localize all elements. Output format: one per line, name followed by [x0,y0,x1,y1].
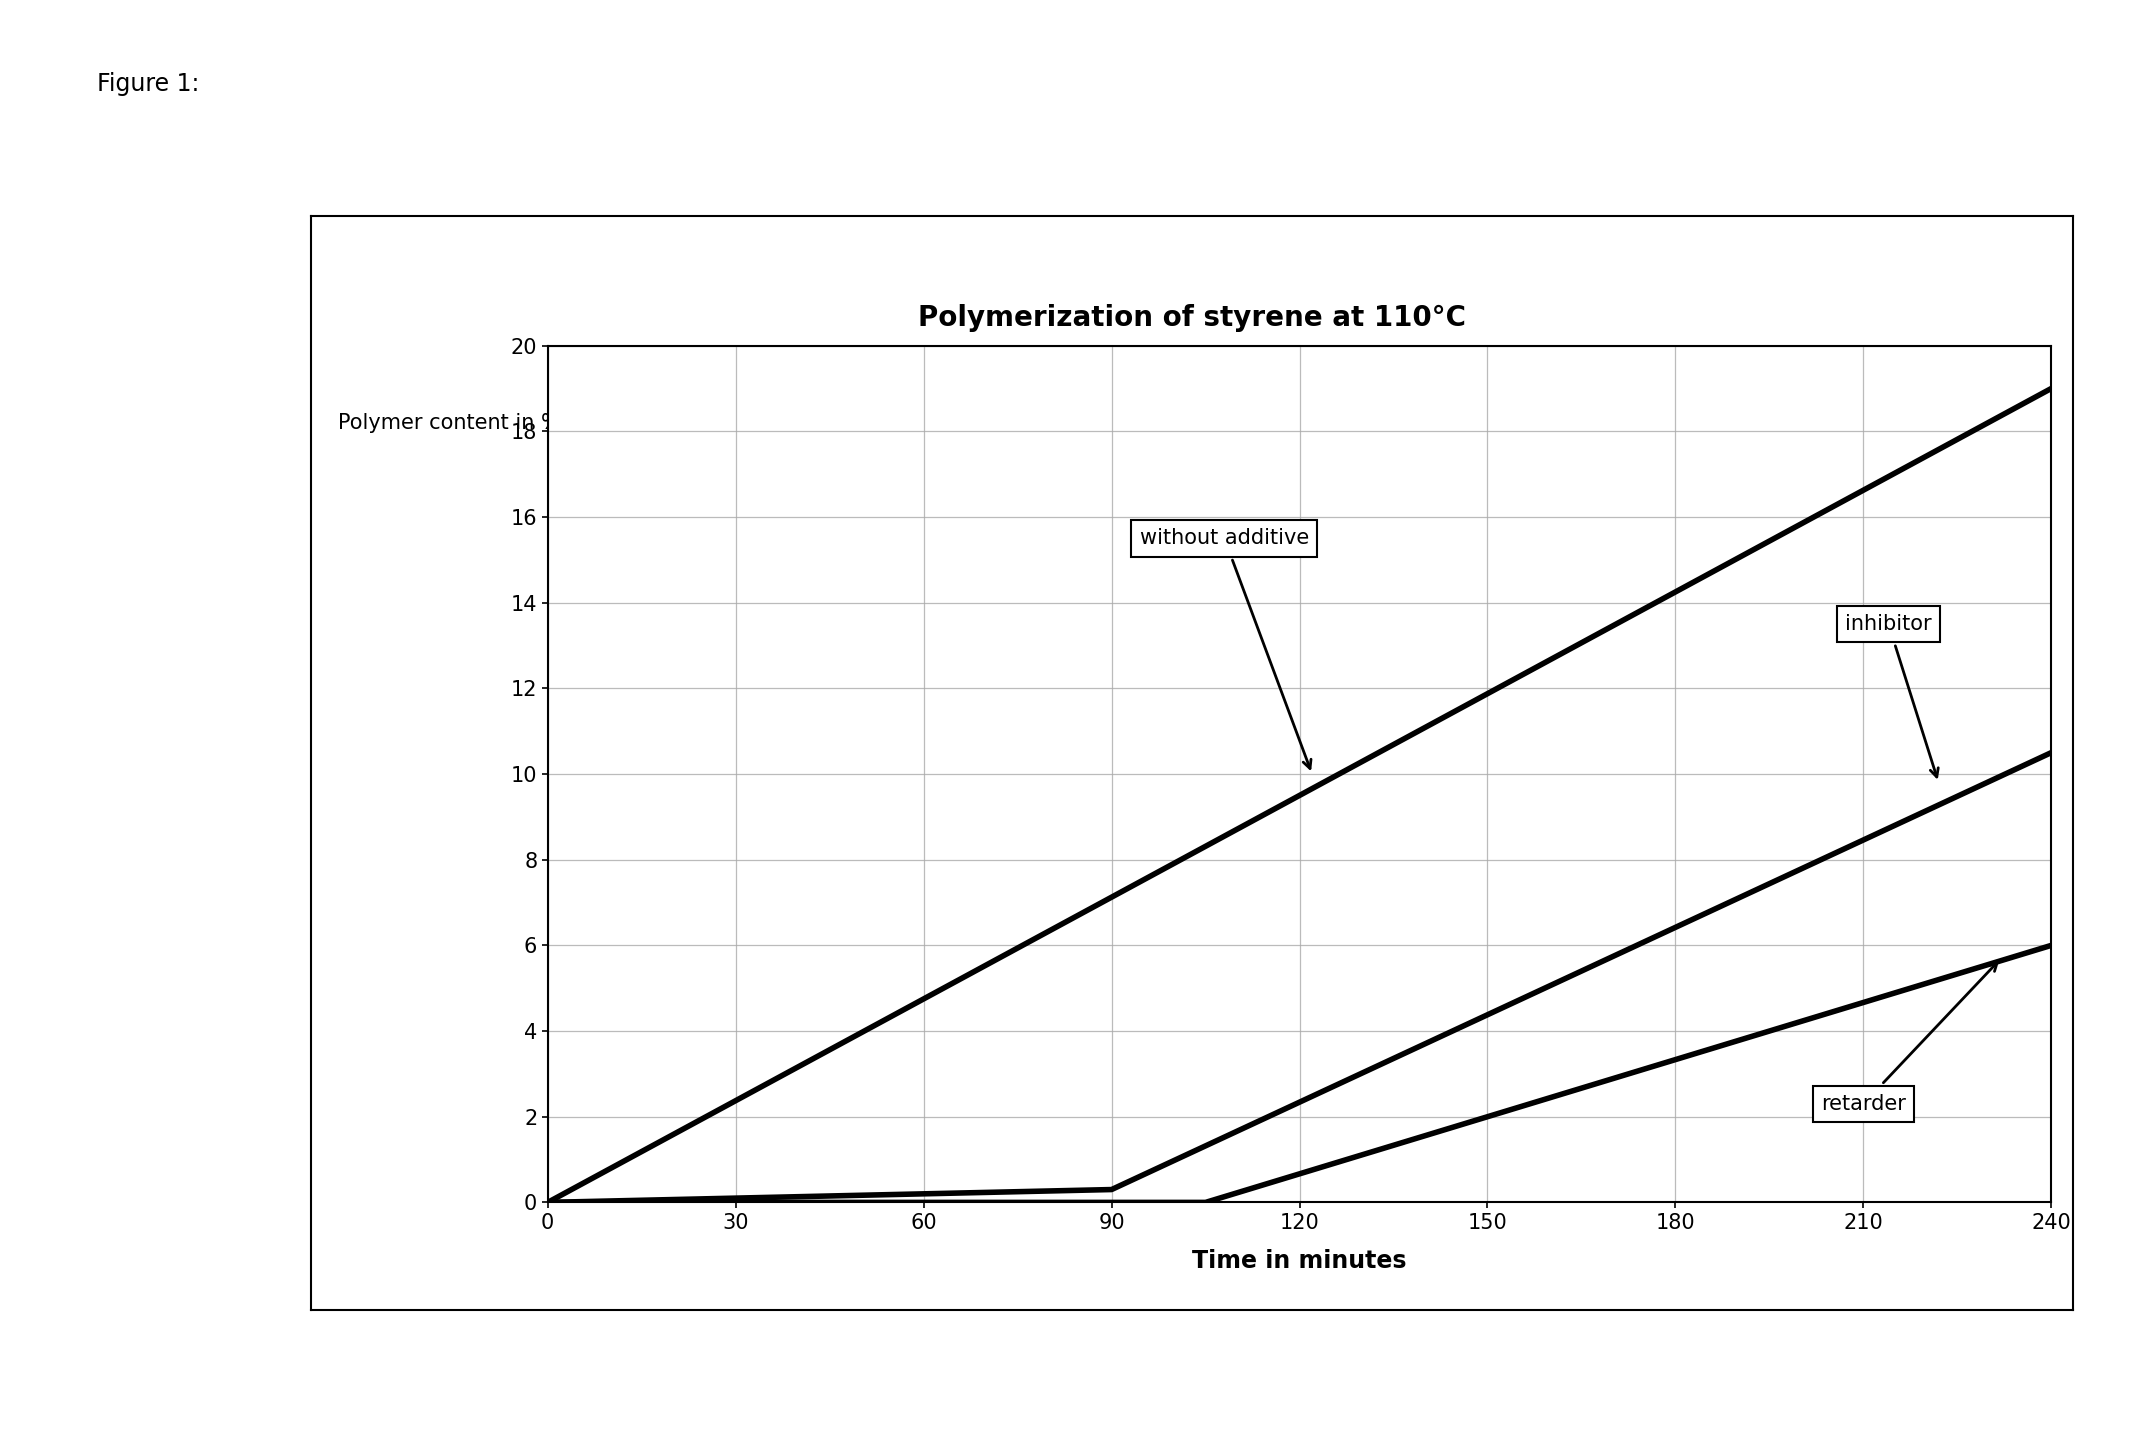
Text: Polymerization of styrene at 110°C: Polymerization of styrene at 110°C [917,304,1467,331]
Text: without additive: without additive [1141,528,1310,769]
Text: inhibitor: inhibitor [1845,613,1937,778]
X-axis label: Time in minutes: Time in minutes [1192,1250,1407,1273]
Text: Figure 1:: Figure 1: [97,72,200,96]
Text: retarder: retarder [1822,962,1998,1115]
Text: Polymer content in % by wt.: Polymer content in % by wt. [337,413,632,433]
